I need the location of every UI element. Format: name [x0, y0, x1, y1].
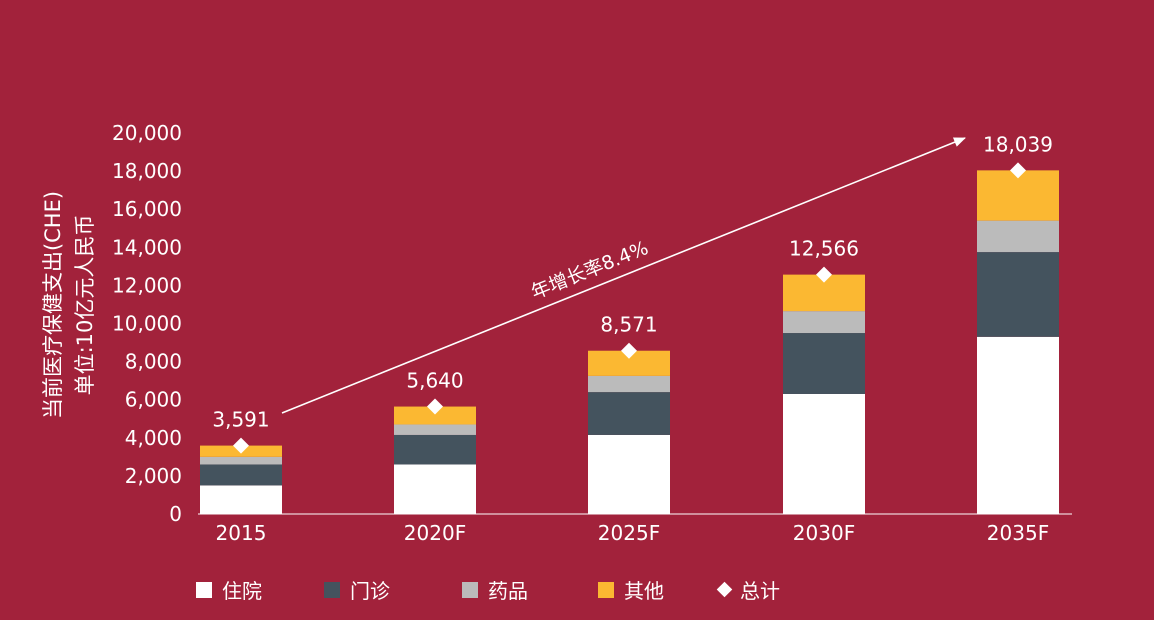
bar-segment	[977, 220, 1059, 253]
bar-segment	[200, 464, 282, 486]
y-tick-label: 2,000	[125, 464, 182, 488]
total-marker	[1010, 162, 1026, 179]
x-tick-label: 2035F	[987, 521, 1049, 545]
total-marker	[816, 266, 832, 283]
total-value-label: 3,591	[212, 408, 269, 432]
legend-item-total: 总计	[716, 575, 780, 604]
bar-segment	[588, 392, 670, 435]
total-value-label: 18,039	[983, 132, 1053, 156]
legend-item-other: 其他	[598, 575, 664, 604]
legend-item-drugs: 药品	[462, 575, 528, 604]
legend-swatch-other	[598, 581, 614, 598]
growth-rate-label: 年增长率8.4%	[528, 237, 651, 304]
legend-label-total: 总计	[740, 579, 780, 603]
bar-segment	[977, 336, 1059, 514]
bar-segment	[394, 424, 476, 435]
legend: 住院 门诊 药品 其他 总计	[196, 575, 780, 604]
diamond-icon	[716, 581, 733, 598]
bar-segment	[977, 252, 1059, 337]
bar-segment	[394, 434, 476, 465]
legend-swatch-drugs	[462, 581, 478, 598]
legend-label-outpatient: 门诊	[350, 579, 390, 603]
y-tick-label: 18,000	[112, 159, 182, 183]
total-marker	[427, 398, 443, 415]
total-marker	[233, 437, 249, 454]
legend-item-outpatient: 门诊	[324, 575, 390, 604]
y-tick-label: 8,000	[125, 350, 182, 374]
legend-item-inpatient: 住院	[196, 575, 262, 604]
y-tick-label: 14,000	[112, 235, 182, 259]
bar-segment	[394, 406, 476, 425]
y-tick-label: 0	[169, 502, 182, 526]
total-value-label: 5,640	[406, 369, 463, 393]
totals: 3,591 5,640 8,571 12,566 18,039	[212, 132, 1053, 454]
bar-segment	[200, 456, 282, 465]
y-axis-title-line2: 单位:10亿元人民币	[73, 215, 97, 396]
total-value-label: 8,571	[600, 313, 657, 337]
legend-swatch-inpatient	[196, 581, 212, 598]
y-axis-label: 当前医疗保健支出(CHE) 单位:10亿元人民币	[41, 191, 97, 419]
x-tick-label: 2020F	[404, 521, 466, 545]
y-tick-label: 16,000	[112, 197, 182, 221]
bars	[200, 170, 1059, 514]
legend-label-drugs: 药品	[488, 579, 528, 603]
y-axis-title-line1: 当前医疗保健支出(CHE)	[41, 191, 65, 419]
legend-label-other: 其他	[624, 579, 664, 603]
y-tick-label: 10,000	[112, 312, 182, 336]
legend-label-inpatient: 住院	[222, 579, 262, 603]
bar-segment	[394, 464, 476, 514]
y-tick-label: 20,000	[112, 121, 182, 145]
bar-segment	[977, 170, 1059, 221]
bar-segment	[200, 485, 282, 514]
y-tick-label: 4,000	[125, 426, 182, 450]
bar-segment	[783, 311, 865, 334]
bar-segment	[783, 393, 865, 514]
bar-segment	[588, 375, 670, 393]
y-tick-label: 6,000	[125, 388, 182, 412]
bar-segment	[783, 333, 865, 394]
bar-segment	[588, 434, 670, 514]
x-tick-label: 2030F	[793, 521, 855, 545]
x-axis-ticks: 2015 2020F 2025F 2030F 2035F	[216, 521, 1050, 545]
total-value-label: 12,566	[789, 237, 859, 261]
total-marker	[621, 342, 637, 359]
legend-swatch-outpatient	[324, 581, 340, 598]
growth-arrow	[281, 137, 966, 414]
x-tick-label: 2025F	[598, 521, 660, 545]
x-tick-label: 2015	[216, 521, 267, 545]
y-tick-label: 12,000	[112, 273, 182, 297]
y-axis-ticks: 0 2,000 4,000 6,000 8,000 10,000 12,000 14,000 1…	[112, 121, 182, 526]
